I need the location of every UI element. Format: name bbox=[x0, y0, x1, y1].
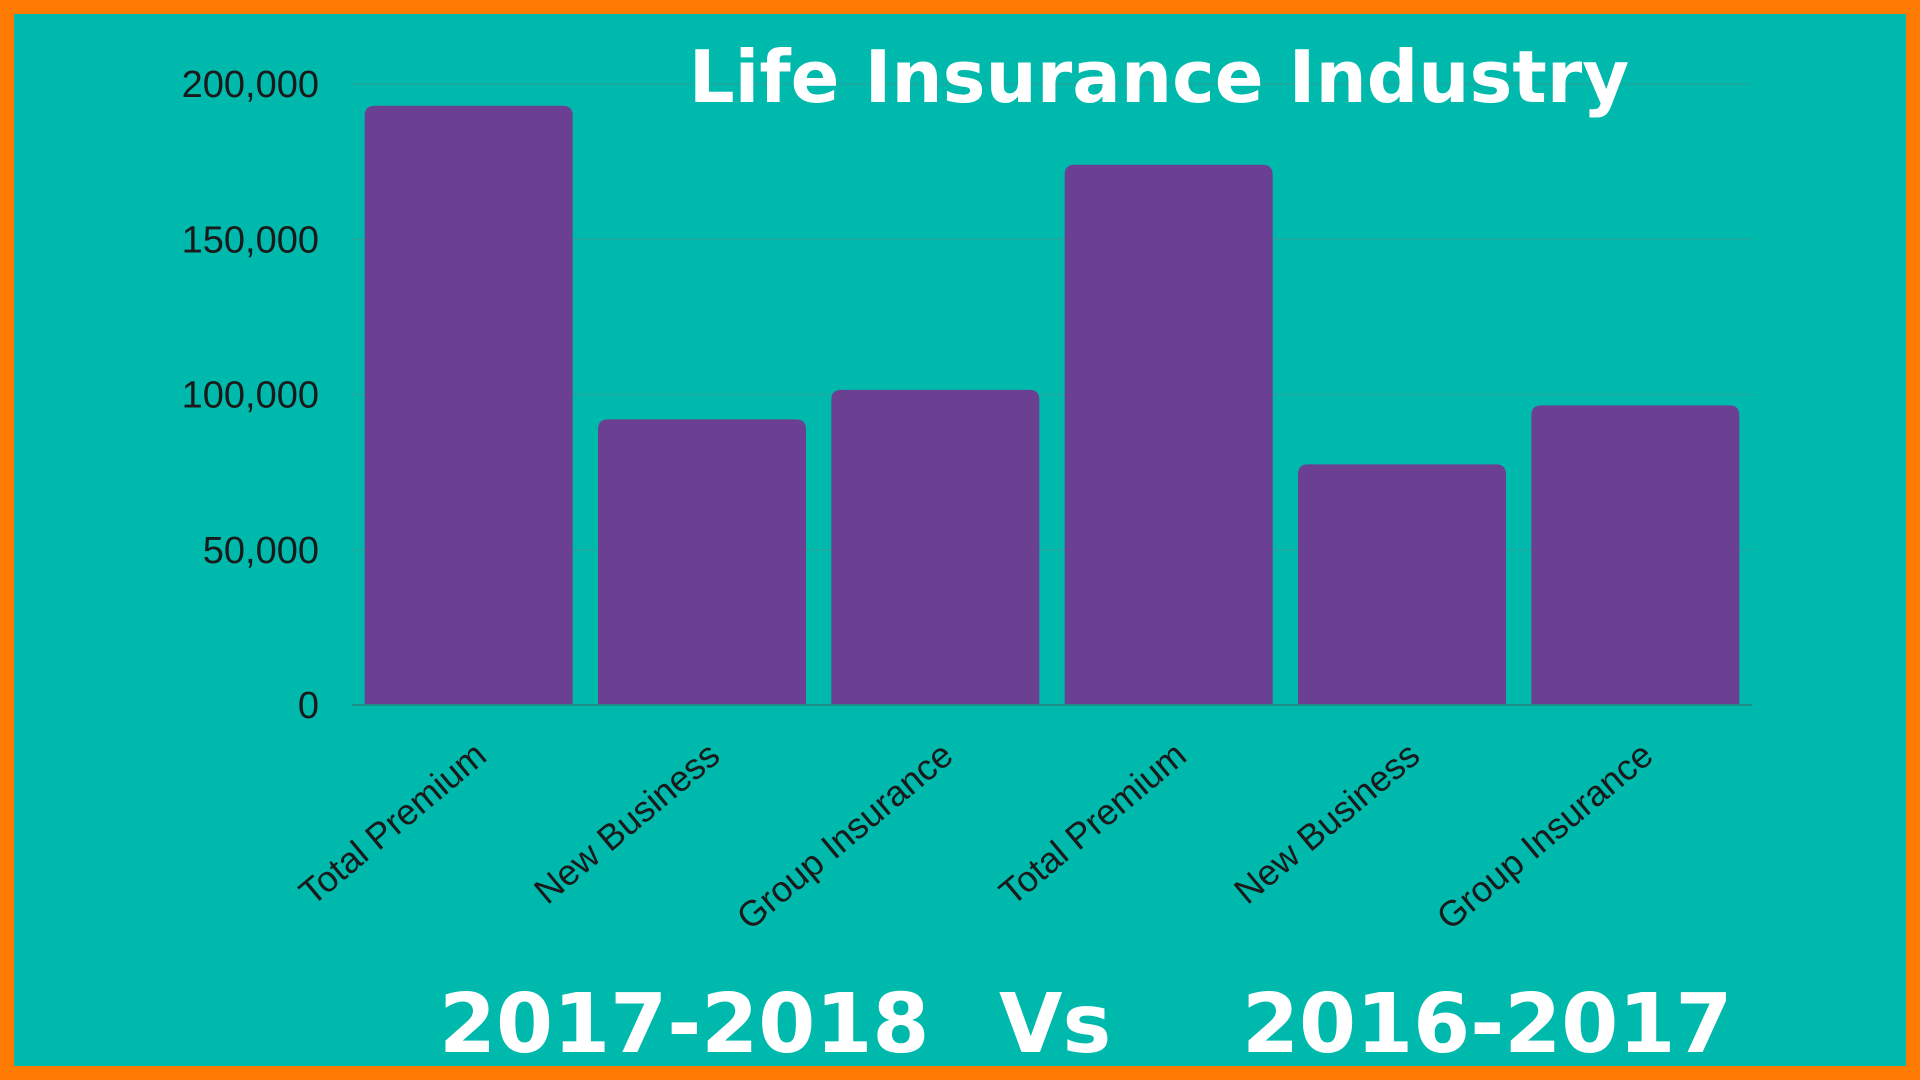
bar bbox=[364, 105, 573, 706]
x-axis-ticks: Total Premium New Business Group Insurance… bbox=[291, 734, 1660, 938]
period-2016-2017: 2016-2017 bbox=[1242, 977, 1733, 1066]
bar bbox=[1531, 405, 1740, 705]
y-tick-label: 0 bbox=[298, 685, 319, 727]
bar bbox=[598, 419, 806, 705]
x-tick-label: Group Insurance bbox=[729, 734, 961, 938]
x-tick-label: Group Insurance bbox=[1429, 734, 1661, 938]
y-tick-label: 50,000 bbox=[203, 530, 319, 572]
versus-label: Vs bbox=[999, 977, 1112, 1066]
bar-chart: 0 50,000 100,000 150,000 200,000 Total Premi… bbox=[182, 35, 1752, 938]
x-tick-label: Total Premium bbox=[291, 734, 494, 913]
chart-title: Life Insurance Industry bbox=[689, 35, 1629, 119]
chart-frame: 0 50,000 100,000 150,000 200,000 Total Premi… bbox=[14, 14, 1906, 1066]
y-tick-label: 150,000 bbox=[182, 219, 319, 261]
gridlines bbox=[352, 83, 1752, 551]
y-tick-label: 100,000 bbox=[182, 375, 319, 417]
bar bbox=[831, 389, 1040, 705]
x-tick-label: New Business bbox=[526, 734, 727, 912]
y-axis-ticks: 0 50,000 100,000 150,000 200,000 bbox=[182, 64, 319, 727]
bar bbox=[1064, 164, 1273, 706]
y-tick-label: 200,000 bbox=[182, 64, 319, 106]
x-tick-label: Total Premium bbox=[991, 734, 1194, 913]
bars bbox=[364, 105, 1740, 706]
x-tick-label: New Business bbox=[1226, 734, 1427, 912]
bar bbox=[1298, 464, 1506, 705]
period-2017-2018: 2017-2018 bbox=[439, 977, 930, 1066]
